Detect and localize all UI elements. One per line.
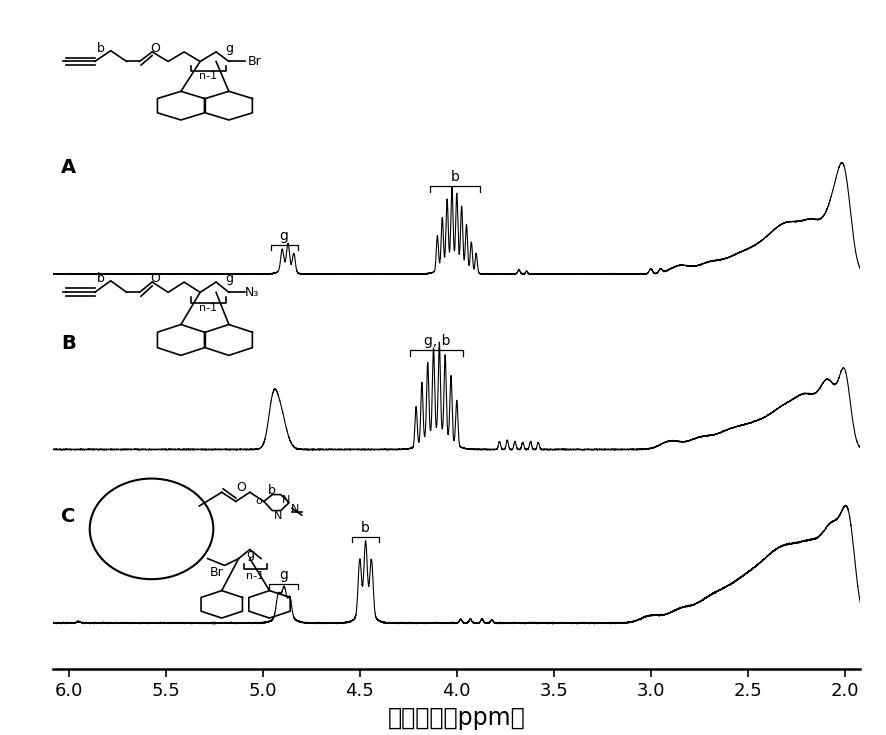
- Text: n-1: n-1: [198, 71, 217, 81]
- Text: g: g: [279, 229, 288, 243]
- Text: g: g: [245, 548, 253, 561]
- Text: O: O: [237, 481, 246, 494]
- Text: o: o: [254, 496, 261, 506]
- Text: N₃: N₃: [245, 286, 259, 299]
- Text: n-1: n-1: [198, 303, 217, 313]
- Text: g: g: [224, 42, 233, 55]
- Text: g: g: [224, 272, 233, 284]
- Text: n-1: n-1: [246, 571, 264, 581]
- Text: B: B: [61, 334, 75, 353]
- Text: O: O: [151, 272, 160, 284]
- Text: N: N: [291, 504, 299, 514]
- Text: b: b: [361, 521, 369, 535]
- X-axis label: 化学位移（ppm）: 化学位移（ppm）: [387, 706, 525, 730]
- Text: Br: Br: [209, 566, 222, 579]
- Text: g, b: g, b: [424, 334, 450, 348]
- Text: N: N: [274, 512, 282, 521]
- Text: Br: Br: [248, 55, 261, 68]
- Text: b: b: [97, 272, 105, 284]
- Text: A: A: [61, 158, 76, 177]
- Text: O: O: [151, 42, 160, 55]
- Text: b: b: [268, 484, 276, 497]
- Text: g: g: [279, 568, 288, 582]
- Text: C: C: [61, 507, 75, 526]
- Text: N: N: [282, 495, 291, 505]
- Text: b: b: [450, 171, 459, 184]
- Text: b: b: [97, 42, 105, 55]
